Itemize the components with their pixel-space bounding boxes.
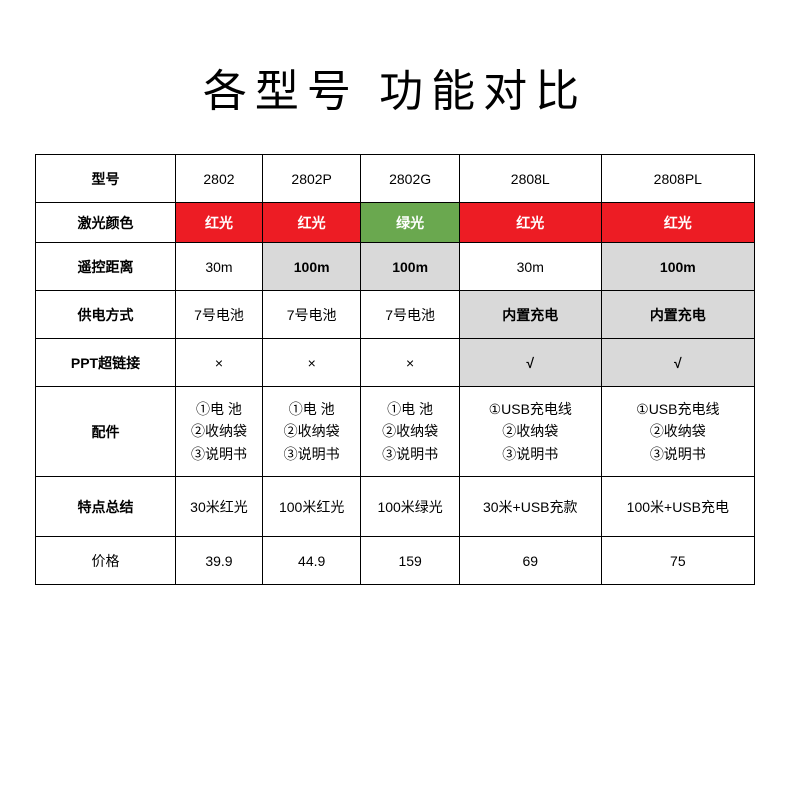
power-0: 7号电池 xyxy=(176,291,263,339)
header-summary: 特点总结 xyxy=(36,477,176,537)
row-summary: 特点总结 30米红光 100米红光 100米绿光 30米+USB充款 100米+… xyxy=(36,477,755,537)
ppt-0: × xyxy=(176,339,263,387)
header-laser: 激光颜色 xyxy=(36,203,176,243)
laser-0: 红光 xyxy=(176,203,263,243)
summary-2: 100米绿光 xyxy=(361,477,459,537)
summary-3: 30米+USB充款 xyxy=(459,477,601,537)
power-1: 7号电池 xyxy=(262,291,360,339)
distance-4: 100m xyxy=(601,243,754,291)
accessories-1: ①电 池 ②收纳袋 ③说明书 xyxy=(262,387,360,477)
accessories-2: ①电 池 ②收纳袋 ③说明书 xyxy=(361,387,459,477)
distance-2: 100m xyxy=(361,243,459,291)
header-model: 型号 xyxy=(36,155,176,203)
row-power: 供电方式 7号电池 7号电池 7号电池 内置充电 内置充电 xyxy=(36,291,755,339)
comparison-table: 型号 2802 2802P 2802G 2808L 2808PL 激光颜色 红光… xyxy=(35,154,755,585)
header-price: 价格 xyxy=(36,537,176,585)
model-3: 2808L xyxy=(459,155,601,203)
power-3: 内置充电 xyxy=(459,291,601,339)
laser-3: 红光 xyxy=(459,203,601,243)
price-2: 159 xyxy=(361,537,459,585)
distance-0: 30m xyxy=(176,243,263,291)
header-distance: 遥控距离 xyxy=(36,243,176,291)
summary-4: 100米+USB充电 xyxy=(601,477,754,537)
laser-1: 红光 xyxy=(262,203,360,243)
power-2: 7号电池 xyxy=(361,291,459,339)
header-accessories: 配件 xyxy=(36,387,176,477)
price-3: 69 xyxy=(459,537,601,585)
model-2: 2802G xyxy=(361,155,459,203)
row-ppt: PPT超链接 × × × √ √ xyxy=(36,339,755,387)
row-laser: 激光颜色 红光 红光 绿光 红光 红光 xyxy=(36,203,755,243)
power-4: 内置充电 xyxy=(601,291,754,339)
price-4: 75 xyxy=(601,537,754,585)
accessories-4: ①USB充电线 ②收纳袋 ③说明书 xyxy=(601,387,754,477)
laser-2: 绿光 xyxy=(361,203,459,243)
distance-1: 100m xyxy=(262,243,360,291)
model-0: 2802 xyxy=(176,155,263,203)
ppt-2: × xyxy=(361,339,459,387)
header-ppt: PPT超链接 xyxy=(36,339,176,387)
ppt-3: √ xyxy=(459,339,601,387)
laser-4: 红光 xyxy=(601,203,754,243)
ppt-1: × xyxy=(262,339,360,387)
row-model: 型号 2802 2802P 2802G 2808L 2808PL xyxy=(36,155,755,203)
ppt-4: √ xyxy=(601,339,754,387)
row-price: 价格 39.9 44.9 159 69 75 xyxy=(36,537,755,585)
header-power: 供电方式 xyxy=(36,291,176,339)
page-title: 各型号 功能对比 xyxy=(203,55,587,119)
price-0: 39.9 xyxy=(176,537,263,585)
distance-3: 30m xyxy=(459,243,601,291)
model-1: 2802P xyxy=(262,155,360,203)
row-distance: 遥控距离 30m 100m 100m 30m 100m xyxy=(36,243,755,291)
summary-0: 30米红光 xyxy=(176,477,263,537)
row-accessories: 配件 ①电 池 ②收纳袋 ③说明书 ①电 池 ②收纳袋 ③说明书 ①电 池 ②收… xyxy=(36,387,755,477)
model-4: 2808PL xyxy=(601,155,754,203)
summary-1: 100米红光 xyxy=(262,477,360,537)
accessories-0: ①电 池 ②收纳袋 ③说明书 xyxy=(176,387,263,477)
accessories-3: ①USB充电线 ②收纳袋 ③说明书 xyxy=(459,387,601,477)
price-1: 44.9 xyxy=(262,537,360,585)
